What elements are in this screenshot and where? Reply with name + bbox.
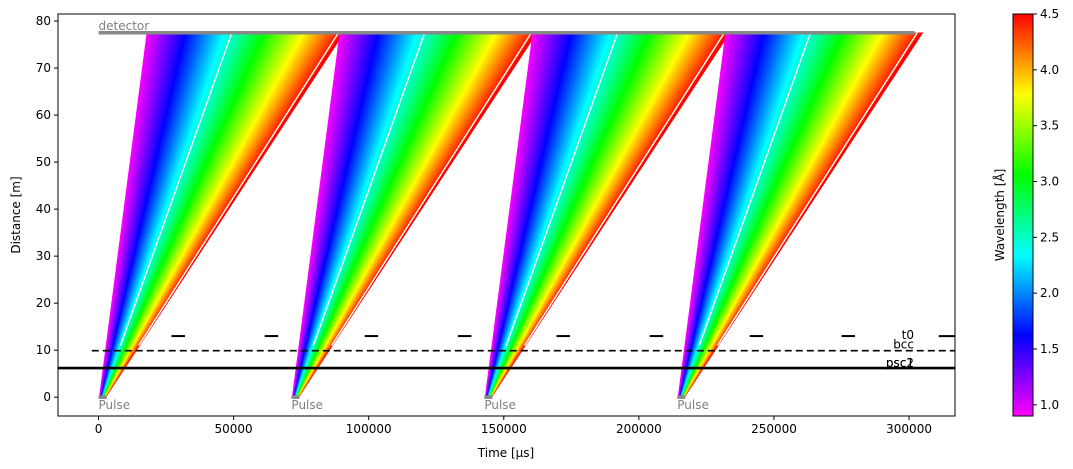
y-tick-label: 10 [36,343,51,357]
y-tick-label: 50 [36,155,51,169]
y-axis: 0 10 20 30 40 50 60 70 80 [36,14,58,404]
x-axis: 0 50000 100000 150000 200000 250000 300000 [95,416,932,436]
pulse-label: Pulse [484,398,516,412]
x-tick-label: 250000 [751,422,797,436]
y-tick-label: 40 [36,202,51,216]
colorbar-tick-label: 1.0 [1040,398,1059,412]
axes-frame [57,13,956,417]
x-axis-label: Time [µs] [477,446,534,460]
y-tick-label: 0 [43,390,51,404]
colorbar [1013,14,1033,416]
x-tick-label: 0 [95,422,103,436]
ray-gap [505,32,619,346]
y-tick-label: 60 [36,108,51,122]
y-tick-label: 20 [36,296,51,310]
y-tick-label: 30 [36,249,51,263]
colorbar-ticks: 1.0 1.5 2.0 2.5 3.0 3.5 4.0 4.5 [1033,7,1059,412]
ray-gap [119,32,233,346]
ray-gap [312,32,426,346]
ray-gap [523,32,725,346]
colorbar-tick-label: 2.5 [1040,230,1059,244]
y-tick-label: 80 [36,14,51,28]
chopper-label-psc2: psc2 [886,356,914,370]
colorbar-tick-label: 4.0 [1040,63,1059,77]
x-tick-label: 100000 [346,422,392,436]
colorbar-frame [1012,13,1034,417]
colorbar-tick-label: 4.5 [1040,7,1059,21]
chopper-label-bcc: bcc [893,338,914,352]
ray-gap [138,32,340,346]
x-tick-label: 200000 [616,422,662,436]
frame-rays [291,32,538,398]
colorbar-tick-label: 3.0 [1040,175,1059,189]
pulse-label: Pulse [677,398,709,412]
pulse-label: Pulse [99,398,131,412]
x-tick-label: 50000 [215,422,253,436]
pulse-label: Pulse [291,398,323,412]
colorbar-tick-label: 1.5 [1040,342,1059,356]
ray-gap [698,32,812,346]
x-tick-label: 150000 [481,422,527,436]
colorbar-tick-label: 3.5 [1040,119,1059,133]
detector-label: detector [99,19,150,33]
chopper-label-t0: t0 [902,328,914,342]
colorbar-label: Wavelength [Å] [992,169,1007,262]
ray-gap [331,32,533,346]
y-axis-label: Distance [m] [9,176,23,253]
ray-gap [716,32,918,346]
colorbar-tick-label: 2.0 [1040,286,1059,300]
y-tick-label: 70 [36,61,51,75]
chopper-label-psc1: psc1 [886,356,914,370]
frame-rays [99,32,345,398]
frame-rays [677,32,924,398]
x-tick-label: 300000 [886,422,932,436]
